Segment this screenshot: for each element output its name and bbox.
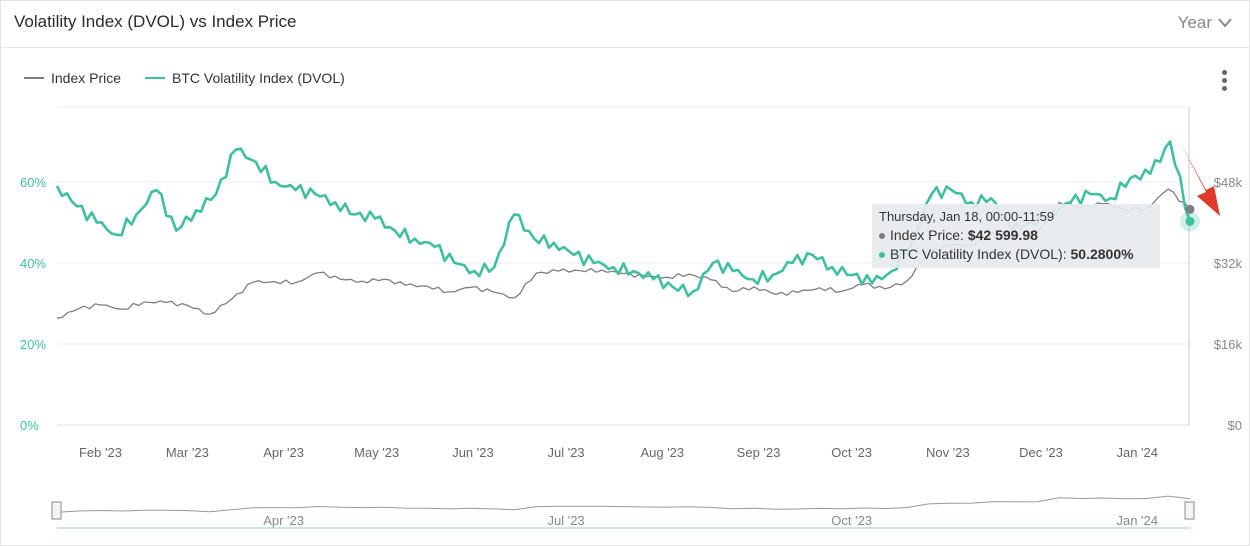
navigator-label: Jul '23 <box>547 513 584 528</box>
chart-title: Volatility Index (DVOL) vs Index Price <box>14 12 297 31</box>
x-tick-label: Feb '23 <box>79 445 122 460</box>
tooltip: Thursday, Jan 18, 00:00-11:59 Index Pric… <box>872 204 1160 268</box>
y-left-tick-label: 40% <box>20 256 46 271</box>
legend-label: Index Price <box>51 70 122 86</box>
card-header: Volatility Index (DVOL) vs Index Price Y… <box>0 0 1250 48</box>
x-tick-label: Aug '23 <box>640 445 684 460</box>
legend-item-dvol[interactable]: BTC Volatility Index (DVOL) <box>145 70 345 86</box>
red-arrow-icon <box>1180 142 1220 216</box>
y-right-tick-label: $48k <box>1214 175 1243 190</box>
tooltip-price-value: $42 599.98 <box>967 227 1038 243</box>
x-tick-label: Sep '23 <box>737 445 781 460</box>
legend-label: BTC Volatility Index (DVOL) <box>172 70 345 86</box>
range-label: Year <box>1177 13 1212 32</box>
legend-line-icon <box>145 77 166 79</box>
x-tick-label: Jul '23 <box>547 445 584 460</box>
y-right-tick-label: $0 <box>1228 418 1242 433</box>
tooltip-dvol-label: BTC Volatility Index (DVOL): <box>890 246 1071 262</box>
chevron-down-icon <box>1218 18 1232 28</box>
x-tick-label: Dec '23 <box>1019 445 1063 460</box>
legend: Index Price BTC Volatility Index (DVOL) <box>24 70 345 86</box>
x-tick-label: Nov '23 <box>926 445 970 460</box>
price-dot-icon <box>879 233 885 240</box>
y-right-tick-label: $32k <box>1214 256 1243 271</box>
range-dropdown[interactable]: Year <box>1178 13 1232 33</box>
tooltip-price-label: Index Price: <box>890 227 968 243</box>
navigator-label: Jan '24 <box>1116 513 1158 528</box>
price-hover-marker <box>1185 204 1195 214</box>
tooltip-dvol-value: 50.2800% <box>1070 246 1134 262</box>
dvol-dot-icon <box>879 252 885 259</box>
navigator-handle-left[interactable] <box>51 501 62 520</box>
y-left-tick-label: 20% <box>20 337 46 352</box>
navigator-label: Apr '23 <box>263 513 304 528</box>
x-tick-label: Apr '23 <box>263 445 304 460</box>
x-tick-label: Mar '23 <box>166 445 209 460</box>
y-left-tick-label: 60% <box>20 175 46 190</box>
x-tick-label: May '23 <box>354 445 399 460</box>
dvol-hover-marker <box>1185 216 1195 226</box>
tooltip-date: Thursday, Jan 18, 00:00-11:59 <box>879 209 1055 224</box>
navigator-handle-right[interactable] <box>1184 501 1195 520</box>
legend-item-index-price[interactable]: Index Price <box>24 70 121 86</box>
y-left-tick-label: 0% <box>20 418 39 433</box>
more-options-button[interactable] <box>1222 70 1228 94</box>
x-tick-label: Jun '23 <box>452 445 494 460</box>
y-right-tick-label: $16k <box>1214 337 1243 352</box>
legend-line-icon <box>24 77 44 79</box>
navigator-label: Oct '23 <box>831 513 872 528</box>
x-tick-label: Oct '23 <box>831 445 872 460</box>
navigator-series <box>56 495 1191 513</box>
x-tick-label: Jan '24 <box>1116 445 1158 460</box>
